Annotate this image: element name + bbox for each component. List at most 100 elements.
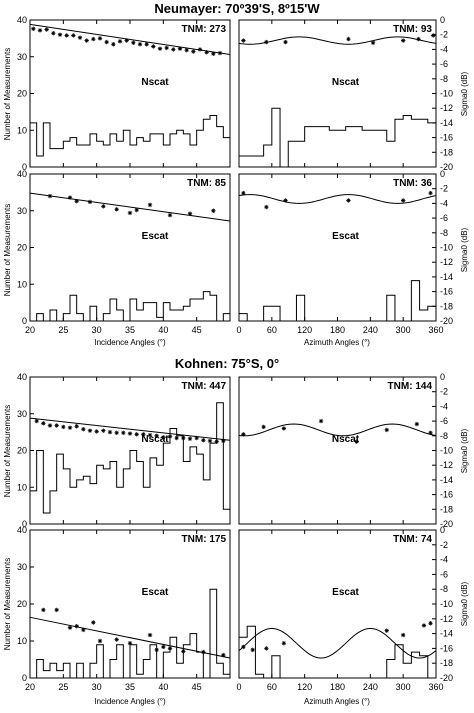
data-point (34, 418, 39, 424)
data-point (147, 432, 153, 438)
count-tick-label: 40 (17, 15, 27, 25)
chart-panel-7: 0 -2 -4 -6 -8 -10 -12 -14 -16 -18 -20 0 60 120 180 240 3… (236, 525, 453, 692)
sigma-tick-label: -14 (440, 272, 453, 282)
sigma-tick-label: -8 (440, 584, 448, 594)
data-point (84, 38, 89, 43)
data-point (54, 423, 59, 428)
data-point (201, 649, 206, 655)
plot-frame (238, 529, 437, 679)
data-point (67, 625, 73, 630)
fit-curve (238, 627, 437, 659)
data-point (167, 434, 173, 439)
chart-panel-0: 0 10 20 30 40 TNM: 273 Nscat (17, 15, 231, 172)
right-ylabel-top: Sigma0 (dB) (460, 71, 469, 116)
sigma-tick-label: 0 (440, 525, 445, 535)
sigma-tick-label: -8 (440, 74, 448, 84)
data-point (47, 193, 53, 199)
data-point (400, 38, 406, 43)
data-point (161, 644, 166, 650)
tnm-label: TNM: 144 (388, 381, 433, 392)
data-point (101, 204, 106, 209)
data-point (127, 641, 133, 646)
x-tick-label: 40 (158, 325, 168, 335)
count-tick-label: 30 (17, 409, 27, 419)
data-point (81, 627, 86, 633)
data-point (154, 433, 159, 438)
x-tick-label: 180 (330, 325, 345, 335)
data-point (283, 39, 288, 45)
count-tick-label: 30 (17, 52, 27, 62)
sigma-tick-label: -12 (440, 257, 453, 267)
data-point (428, 621, 433, 626)
sigma-tick-label: -6 (440, 213, 448, 223)
data-point (144, 42, 149, 47)
count-tick-label: 10 (17, 482, 27, 492)
chart-panel-1: 0 -2 -4 -6 -8 -10 -12 -14 -16 -18 -20 TNM: 93 Nscat (238, 15, 453, 172)
data-point (114, 637, 119, 642)
chart-panel-3: 0 -2 -4 -6 -8 -10 -12 -14 -16 -18 -20 0 60 120 180 240 3… (236, 169, 453, 335)
sigma-tick-label: -2 (440, 387, 448, 397)
x-tick-label: 60 (267, 682, 277, 692)
sigma-tick-label: -16 (440, 490, 453, 500)
x-tick-label: 30 (92, 325, 102, 335)
data-point (134, 207, 139, 213)
sigma-tick-label: -18 (440, 301, 453, 311)
data-point (147, 632, 153, 638)
data-point (111, 42, 116, 47)
tnm-label: TNM: 93 (393, 24, 432, 35)
data-point (54, 607, 59, 613)
data-point (370, 40, 376, 45)
sigma-tick-label: -20 (440, 519, 453, 529)
data-point (421, 623, 427, 628)
fit-line (29, 23, 231, 56)
data-point (264, 204, 269, 210)
data-point (47, 423, 53, 428)
data-point (131, 40, 136, 45)
sigma-tick-label: -8 (440, 431, 448, 441)
x-tick-label: 300 (396, 682, 411, 692)
sigma-tick-label: -20 (440, 162, 453, 172)
count-tick-label: 20 (17, 243, 27, 253)
sigma-tick-label: -10 (440, 89, 453, 99)
sigma-tick-label: -12 (440, 103, 453, 113)
data-point (211, 208, 216, 213)
section-title-kohnen: Kohnen: 75°S, 0° (175, 356, 279, 371)
tnm-label: TNM: 273 (182, 24, 227, 35)
data-point (428, 430, 433, 436)
sigma-tick-label: -14 (440, 629, 453, 639)
sigma-tick-label: -4 (440, 198, 448, 208)
tnm-label: TNM: 36 (393, 178, 432, 189)
plot-frame (238, 376, 437, 525)
data-point (211, 51, 216, 57)
data-point (37, 28, 43, 33)
sigma-tick-label: -20 (440, 673, 453, 683)
data-point (171, 47, 176, 52)
sigma-tick-label: -10 (440, 599, 453, 609)
sigma-tick-label: -16 (440, 287, 453, 297)
fit-curve (238, 36, 437, 45)
data-point (97, 36, 103, 41)
right-ylabel-bottom2: Sigma0 (dB) (460, 581, 469, 626)
data-point (91, 36, 96, 42)
data-point (164, 45, 169, 51)
sigma-tick-label: -14 (440, 118, 453, 128)
data-point (241, 190, 246, 196)
count-tick-label: 10 (17, 125, 27, 135)
incidence-xlabel-bottom: Incidence Angles (°) (94, 697, 166, 706)
data-point (250, 647, 255, 653)
data-point (154, 647, 159, 653)
data-point (221, 438, 226, 444)
data-point (157, 46, 163, 51)
fit-curve (238, 423, 437, 437)
data-point (264, 646, 269, 651)
sigma-tick-label: -6 (440, 59, 448, 69)
data-point (174, 435, 179, 441)
data-point (181, 435, 186, 441)
count-tick-label: 0 (22, 162, 27, 172)
data-point (221, 652, 226, 658)
x-tick-label: 120 (297, 682, 312, 692)
data-point (67, 425, 73, 430)
data-point (87, 428, 93, 433)
left-ylabel-top: Number of Measurements (3, 48, 12, 140)
data-point (74, 198, 79, 204)
